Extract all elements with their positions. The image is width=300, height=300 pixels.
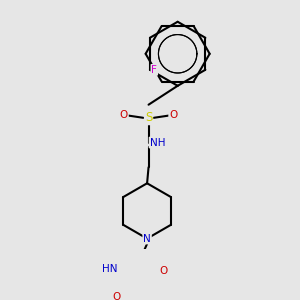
Text: NH: NH bbox=[149, 137, 165, 148]
Text: O: O bbox=[113, 292, 121, 300]
Text: S: S bbox=[145, 111, 152, 124]
Text: N: N bbox=[143, 234, 151, 244]
Text: F: F bbox=[152, 65, 157, 75]
Text: O: O bbox=[159, 266, 167, 276]
Text: O: O bbox=[120, 110, 128, 120]
Text: HN: HN bbox=[101, 264, 117, 274]
Text: O: O bbox=[169, 110, 177, 120]
